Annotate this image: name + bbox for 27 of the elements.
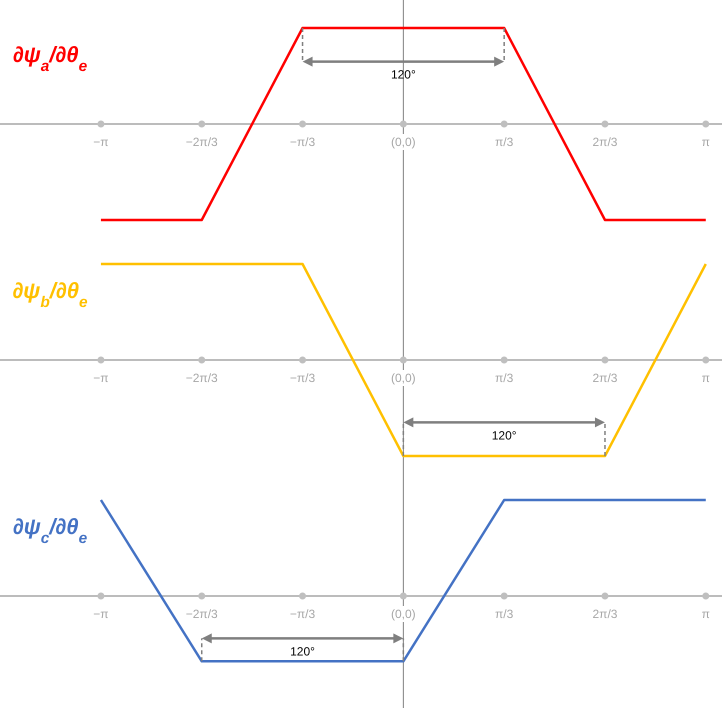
x-tick-label: −2π/3: [186, 607, 218, 621]
x-tick-label: π/3: [495, 135, 514, 149]
x-tick-label: −2π/3: [186, 135, 218, 149]
annotation: 120°: [290, 644, 316, 658]
x-tick-label: 2π/3: [592, 607, 618, 621]
x-tick-label: π: [702, 135, 710, 149]
x-tick-label: −π/3: [290, 607, 316, 621]
annotation: 120°: [492, 428, 517, 442]
x-tick-label: π: [702, 371, 710, 385]
x-tick-label: π/3: [495, 607, 514, 621]
annotation: 120°: [390, 68, 416, 82]
x-tick-label: π: [702, 607, 710, 621]
x-tick-label: 2π/3: [592, 135, 618, 149]
y-axis-title: ∂ψ$_{b}$/∂θ$_{e}$: [12, 278, 88, 310]
y-axis-title: ∂ψ$_{a}$/∂θ$_{e}$: [12, 42, 88, 74]
x-tick-label: (0,0): [391, 371, 416, 385]
x-tick-label: −π/3: [290, 371, 316, 385]
x-tick-label: (0,0): [391, 607, 416, 621]
x-tick-label: (0,0): [391, 135, 416, 149]
y-axis-title: ∂ψ$_{c}$/∂θ$_{e}$: [12, 514, 88, 546]
x-tick-label: −π: [93, 371, 109, 385]
x-tick-label: −π: [93, 135, 109, 149]
x-tick-label: −π/3: [290, 135, 316, 149]
x-tick-label: 2π/3: [592, 371, 618, 385]
x-tick-label: −π: [93, 607, 109, 621]
x-tick-label: π/3: [495, 371, 514, 385]
x-tick-label: −2π/3: [186, 371, 218, 385]
